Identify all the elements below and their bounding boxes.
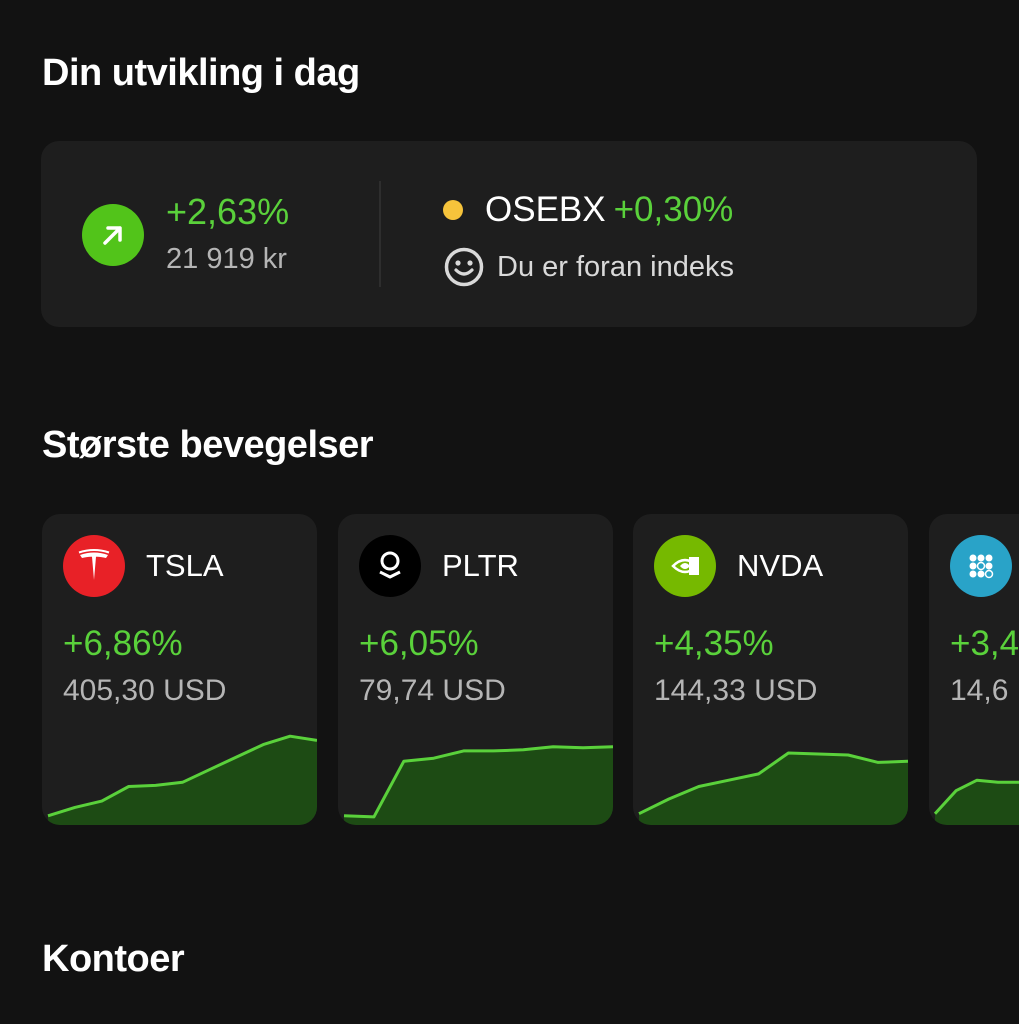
sparkline-line [638, 751, 908, 816]
stock-change: +4,35% [654, 624, 774, 663]
movers-carousel[interactable]: TSLA +6,86% 405,30 USD PLTR +6,05% 79,74… [0, 514, 1019, 826]
daily-performance-card[interactable]: +2,63% 21 919 kr OSEBX +0,30% Du er fora… [41, 141, 977, 327]
sparkline-line [47, 734, 317, 818]
sparkline-area [48, 736, 317, 825]
stock-card-nvda[interactable]: NVDA +4,35% 144,33 USD [633, 514, 908, 825]
dots-grid-logo-icon [950, 535, 1012, 597]
section-title-today: Din utvikling i dag [42, 52, 360, 94]
stock-price: 79,74 USD [359, 674, 506, 707]
arrow-up-right-icon [82, 204, 144, 266]
stock-price: 144,33 USD [654, 674, 818, 707]
portfolio-change-percent: +2,63% [166, 191, 290, 232]
stock-card-pltr[interactable]: PLTR +6,05% 79,74 USD [338, 514, 613, 825]
sparkline-area [344, 746, 613, 825]
index-status: Du er foran indeks [443, 245, 734, 289]
palantir-logo-icon [359, 535, 421, 597]
nvidia-logo-icon [654, 535, 716, 597]
sparkline-line [933, 778, 1019, 815]
stock-ticker: TSLA [146, 548, 224, 583]
smiley-icon [443, 246, 485, 288]
sparkline-chart [343, 745, 613, 825]
tesla-logo-icon [63, 535, 125, 597]
stock-change: +6,86% [63, 624, 183, 663]
index-dot-icon [443, 200, 463, 220]
stock-change: +3,4 [950, 624, 1019, 663]
section-title-accounts: Kontoer [42, 938, 185, 980]
card-divider [379, 181, 381, 287]
stock-card-partial[interactable]: +3,4 14,6 [929, 514, 1019, 825]
index-name: OSEBX [485, 190, 606, 229]
index-status-text: Du er foran indeks [497, 250, 734, 283]
stock-ticker: PLTR [442, 548, 519, 583]
stock-change: +6,05% [359, 624, 479, 663]
sparkline-area [639, 753, 908, 825]
stock-price: 14,6 [950, 674, 1009, 707]
sparkline-chart [47, 734, 317, 825]
index-change: +0,30% [613, 190, 734, 229]
section-title-movers: Største bevegelser [42, 424, 374, 466]
sparkline-line [343, 745, 613, 819]
sparkline-chart [638, 751, 908, 825]
stock-price: 405,30 USD [63, 674, 227, 707]
stock-card-tsla[interactable]: TSLA +6,86% 405,30 USD [42, 514, 317, 825]
stock-ticker: NVDA [737, 548, 824, 583]
sparkline-area [935, 780, 1019, 825]
index-comparison: OSEBX +0,30% [443, 190, 733, 230]
portfolio-change-amount: 21 919 kr [166, 243, 287, 275]
sparkline-chart [933, 778, 1019, 825]
